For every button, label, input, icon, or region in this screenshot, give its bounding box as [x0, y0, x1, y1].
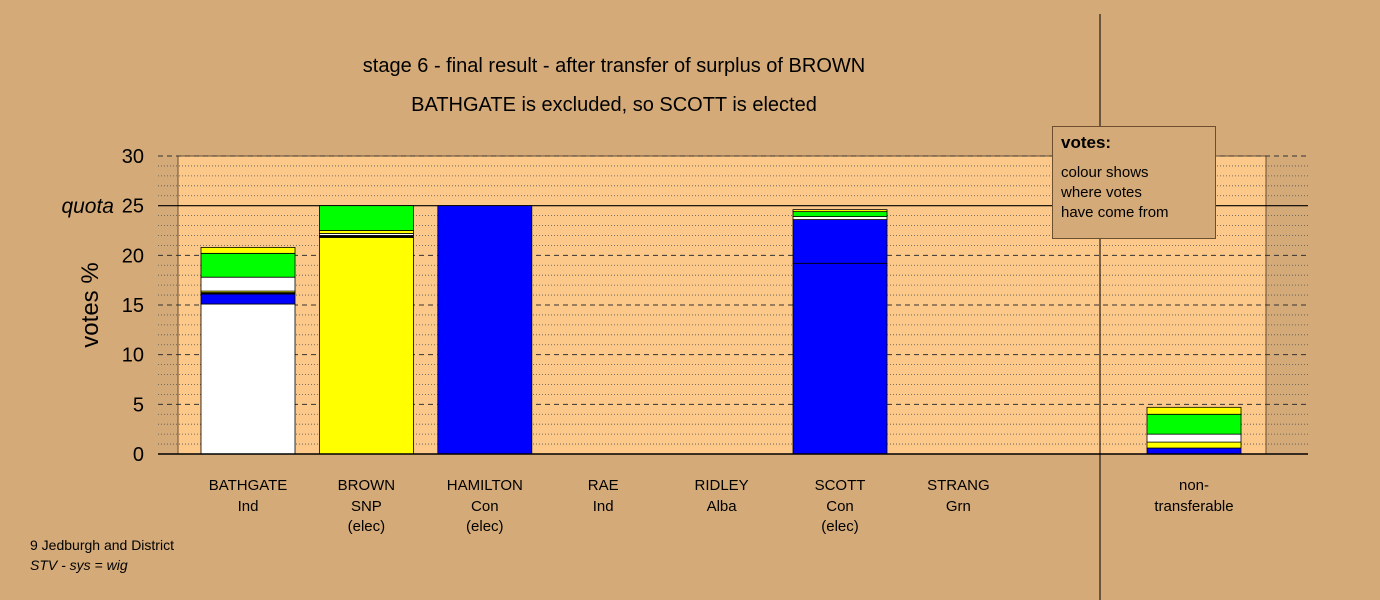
candidate-name: RAE	[588, 477, 619, 494]
candidate-status: (elec)	[821, 518, 859, 535]
candidate-labels: BATHGATE Ind BROWN SNP (elec) HAMILTON Con (ele…	[209, 477, 1234, 535]
bar-bathgate-segment	[200, 276, 296, 292]
legend: votes: colour shows where votes have com…	[1052, 126, 1216, 239]
candidate-party: Grn	[946, 498, 971, 515]
candidate-party: SNP	[351, 498, 382, 515]
candidate-party: Alba	[707, 498, 738, 515]
candidate-party: Ind	[238, 498, 259, 515]
nontransferable-label: transferable	[1154, 498, 1233, 515]
bar-hamilton-segment	[437, 205, 533, 455]
bar-scott-segment	[792, 219, 888, 264]
bar-nontransferable-segment	[1146, 413, 1242, 435]
bar-nontransferable-segment	[1146, 441, 1242, 449]
bar-bathgate-segment	[200, 246, 296, 254]
y-tick-label: 5	[133, 394, 144, 416]
candidate-name: BATHGATE	[209, 477, 288, 494]
chart-title: stage 6 - final result - after transfer …	[363, 55, 865, 77]
candidate-party: Con	[471, 498, 499, 515]
candidate-name: SCOTT	[815, 477, 866, 494]
legend-line: have come from	[1061, 204, 1169, 221]
bars	[200, 205, 1242, 455]
chart-subtitle: BATHGATE is excluded, so SCOTT is electe…	[411, 94, 817, 116]
bar-scott-segment	[792, 211, 888, 217]
bar-brown-segment	[318, 237, 414, 455]
bar-bathgate-segment	[200, 303, 296, 455]
y-tick-label: 30	[122, 146, 144, 168]
ward-name: 9 Jedburgh and District	[30, 537, 174, 553]
bar-nontransferable-segment	[1146, 433, 1242, 443]
bar-bathgate-segment	[200, 293, 296, 305]
bar-brown-segment	[318, 230, 414, 234]
candidate-party: Con	[826, 498, 854, 515]
y-tick-label: 15	[122, 295, 144, 317]
y-tick-label: 10	[122, 345, 144, 367]
y-axis-label: votes %	[77, 262, 104, 347]
legend-line: where votes	[1061, 184, 1142, 201]
y-tick-label: 25	[122, 196, 144, 218]
bar-nontransferable-segment	[1146, 447, 1242, 455]
y-tick-label: 20	[122, 245, 144, 267]
quota-label: quota	[61, 195, 114, 218]
nontransferable-label: non-	[1179, 477, 1209, 494]
candidate-status: (elec)	[348, 518, 386, 535]
candidate-party: Ind	[593, 498, 614, 515]
bar-scott-segment	[792, 262, 888, 455]
candidate-name: HAMILTON	[447, 477, 523, 494]
y-tick-label: 0	[133, 444, 144, 466]
system-label: STV - sys = wig	[30, 557, 128, 573]
candidate-name: RIDLEY	[695, 477, 749, 494]
candidate-status: (elec)	[466, 518, 504, 535]
bar-brown-segment	[318, 205, 414, 231]
candidate-name: BROWN	[338, 477, 396, 494]
candidate-name: STRANG	[927, 477, 990, 494]
bar-nontransferable-segment	[1146, 406, 1242, 415]
bar-scott-segment	[792, 216, 888, 220]
legend-line: colour shows	[1061, 164, 1149, 181]
bar-bathgate-segment	[200, 252, 296, 278]
axes: 0 5 10 15 20 25 30	[122, 14, 1308, 600]
bar-scott-segment	[792, 209, 888, 213]
legend-title: votes:	[1061, 133, 1112, 152]
